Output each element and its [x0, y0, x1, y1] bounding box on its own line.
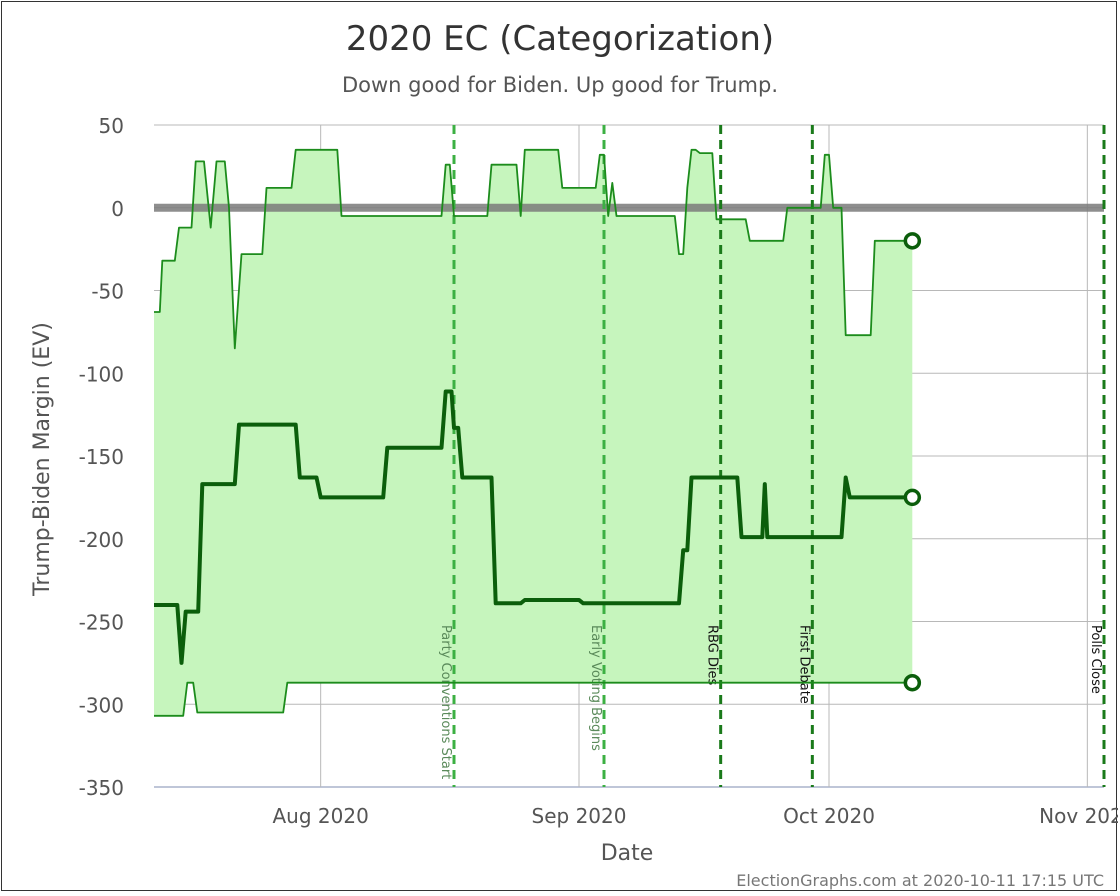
- y-tick-label: -100: [79, 362, 124, 386]
- series-end-marker: [903, 488, 922, 507]
- series-line: [154, 389, 913, 665]
- series-lines: [154, 148, 913, 717]
- y-tick-label: 50: [99, 114, 124, 138]
- series-end-markers: [903, 232, 922, 692]
- x-tick-labels: Aug 2020 Sep 2020 Oct 2020 Nov 2020: [273, 804, 1120, 828]
- y-tick-label: -350: [79, 776, 124, 800]
- y-tick-label: -300: [79, 693, 124, 717]
- series-line: [154, 148, 913, 350]
- event-markers: Party Conventions Start Early Voting Begi…: [438, 125, 1106, 787]
- y-tick-label: -50: [91, 280, 124, 304]
- series-end-marker: [903, 232, 922, 250]
- y-tick-label: -200: [79, 528, 124, 552]
- event-label: First Debate: [796, 625, 811, 704]
- x-tick-label: Sep 2020: [532, 804, 627, 828]
- y-tick-label: -250: [79, 611, 124, 635]
- range-band-area: [154, 149, 913, 716]
- footer-credit: ElectionGraphs.com at 2020-10-11 17:15 U…: [736, 871, 1104, 890]
- series-end-marker: [903, 673, 922, 692]
- x-axis-label: Date: [601, 841, 654, 866]
- event-label: Polls Close: [1088, 625, 1103, 694]
- y-tick-label: 0: [111, 197, 124, 221]
- y-axis-label: Trump-Biden Margin (EV): [30, 322, 55, 597]
- event-label: Early Voting Begins: [588, 625, 603, 751]
- x-tick-label: Nov 2020: [1039, 804, 1118, 828]
- series-line: [154, 681, 913, 717]
- chart-title: 2020 EC (Categorization): [346, 19, 774, 59]
- event-label: Party Conventions Start: [438, 625, 453, 779]
- y-tick-label: -150: [79, 445, 124, 469]
- event-label: RBG Dies: [705, 625, 720, 686]
- x-tick-label: Oct 2020: [783, 804, 875, 828]
- y-tick-labels: 50 0 -50 -100 -150 -200 -250 -300 -350: [79, 114, 124, 800]
- chart-subtitle: Down good for Biden. Up good for Trump.: [342, 73, 778, 97]
- x-tick-label: Aug 2020: [273, 804, 369, 828]
- range-band: [154, 149, 913, 716]
